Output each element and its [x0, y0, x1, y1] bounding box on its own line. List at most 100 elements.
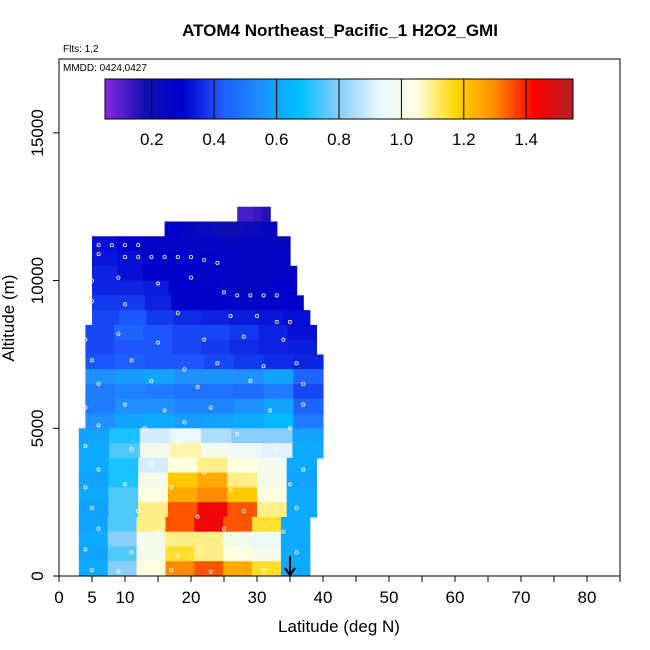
heatmap-cell [92, 295, 119, 311]
sample-point [123, 482, 128, 487]
sample-point [254, 314, 259, 319]
heatmap-cell [231, 443, 263, 459]
heatmap-cell [244, 221, 262, 237]
sample-point [142, 426, 147, 431]
sample-point [116, 331, 121, 336]
sample-point [90, 278, 95, 283]
heatmap-cell [237, 206, 247, 223]
heatmap-cell [92, 310, 120, 326]
heatmap-cell [78, 531, 109, 548]
sample-point [136, 243, 141, 248]
heatmap-cell [280, 546, 311, 562]
sample-point [90, 299, 95, 304]
heatmap-cell [118, 295, 146, 311]
sample-point [274, 319, 279, 324]
sample-point [215, 361, 220, 366]
heatmap-cell [212, 221, 230, 237]
heatmap-cell [144, 369, 176, 385]
heatmap-cell [144, 383, 176, 400]
heatmap-cell [223, 561, 253, 577]
y-tick-label: 0 [28, 571, 47, 580]
sample-point [83, 444, 88, 449]
sample-point [109, 243, 114, 248]
heatmap-cell [250, 295, 278, 311]
heatmap-cell [227, 472, 258, 488]
sample-point [169, 485, 174, 490]
sample-point [195, 384, 200, 389]
x-tick-label: 10 [116, 588, 135, 607]
heatmap-cell [92, 236, 118, 252]
heatmap-cell [233, 383, 265, 400]
colorbar-tick-label: 0.8 [327, 130, 351, 149]
colorbar-tick-label: 0.4 [202, 130, 226, 149]
heatmap-cell [263, 383, 294, 400]
sample-point [221, 290, 226, 295]
heatmap-cell [108, 472, 139, 488]
sample-point [162, 408, 167, 413]
heatmap-cell [174, 369, 205, 385]
sample-point [96, 251, 101, 256]
sample-point [188, 275, 193, 280]
sample-point [261, 568, 266, 573]
sample-point [235, 547, 240, 552]
heatmap-cell [172, 324, 202, 341]
heatmap-cell [78, 472, 110, 488]
sample-point [215, 260, 220, 265]
heatmap-cell [252, 546, 282, 562]
sample-point [281, 337, 286, 342]
heatmap-cell [115, 398, 146, 415]
sample-point [208, 405, 213, 410]
sample-point [86, 243, 91, 248]
sample-point [155, 529, 160, 534]
heatmap-cell [138, 487, 169, 503]
heatmap-cell [228, 310, 256, 326]
heatmap-cell [245, 265, 272, 282]
dates-label: MMDD: 0424,0427 [63, 63, 147, 74]
heatmap-cell [280, 516, 311, 533]
heatmap-cell [107, 516, 138, 533]
y-tick-label: 5000 [28, 409, 47, 447]
heatmap-cell [173, 310, 202, 326]
heatmap-cell [167, 457, 199, 474]
sample-point [96, 243, 101, 248]
arrow-head [284, 567, 296, 577]
heatmap-cell [85, 369, 116, 385]
heatmap-cell [139, 428, 171, 444]
sample-point [228, 314, 233, 319]
heatmap-cell [197, 295, 225, 311]
x-tick-label: 80 [578, 588, 597, 607]
heatmap-cell [292, 428, 324, 444]
heatmap-cell [215, 236, 242, 252]
sample-point [116, 569, 121, 574]
heatmap-cell [258, 339, 289, 356]
heatmap-cell [168, 265, 195, 282]
heatmap-cell [271, 265, 298, 282]
sample-point [254, 464, 259, 469]
heatmap-cell [228, 221, 246, 237]
heatmap-cell [92, 280, 119, 296]
heatmap-cell [78, 457, 110, 474]
x-tick-label: 20 [182, 588, 201, 607]
heatmap-cell [265, 236, 291, 252]
heatmap-cell [107, 531, 138, 548]
heatmap-cell [282, 310, 311, 326]
heatmap-cell [164, 221, 182, 237]
heatmap-cell [141, 251, 167, 267]
heatmap-cell [286, 472, 317, 488]
sample-point [96, 526, 101, 531]
sample-point [96, 467, 101, 472]
heatmap-cell [165, 561, 195, 577]
heatmap-cell [138, 502, 169, 518]
sample-point [116, 275, 121, 280]
heatmap-cell [194, 265, 221, 282]
sample-point [221, 444, 226, 449]
heatmap-cell [143, 339, 173, 356]
heatmap-cell [204, 369, 235, 385]
heatmap-cell [257, 472, 288, 488]
heatmap-cell [200, 310, 229, 326]
sample-point [149, 461, 154, 466]
sample-point [149, 379, 154, 384]
x-tick-label: 40 [314, 588, 333, 607]
heatmap-cell [144, 398, 176, 415]
sample-point [175, 553, 180, 558]
